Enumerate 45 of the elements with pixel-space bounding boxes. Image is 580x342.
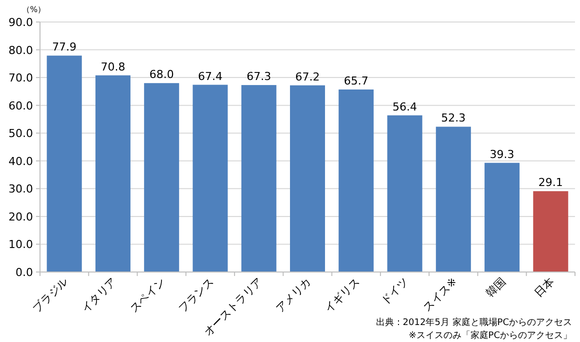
data-label: 65.7 bbox=[344, 74, 368, 88]
bar bbox=[387, 115, 422, 272]
data-label: 77.9 bbox=[52, 40, 77, 54]
source-note: 出典：2012年5月 家庭と職場PCからのアクセス bbox=[376, 317, 572, 328]
bar bbox=[436, 126, 471, 272]
x-tick-label: スペイン bbox=[127, 274, 168, 316]
data-label: 67.4 bbox=[198, 70, 222, 83]
x-tick-label: イギリス bbox=[322, 274, 362, 316]
bar bbox=[533, 191, 568, 272]
bar bbox=[484, 162, 520, 272]
x-tick-label: イタリア bbox=[78, 274, 120, 316]
bar bbox=[192, 84, 228, 272]
data-label: 29.1 bbox=[538, 176, 563, 190]
text: ※スイスのみ「家庭PCからのアクセス」 bbox=[408, 330, 572, 341]
bar bbox=[144, 83, 180, 272]
y-tick-label: 20.0 bbox=[8, 210, 33, 224]
data-label: 67.3 bbox=[246, 70, 272, 84]
y-tick-label: 10.0 bbox=[8, 238, 33, 252]
y-tick-label: 30.0 bbox=[8, 182, 33, 196]
x-tick-label: フランス bbox=[176, 274, 216, 316]
x-tick-label: 日本 bbox=[532, 274, 557, 300]
y-tick-label: 60.0 bbox=[8, 99, 33, 112]
bar bbox=[290, 85, 326, 272]
data-label: 67.2 bbox=[295, 70, 320, 84]
bar bbox=[241, 85, 276, 272]
x-tick-label: ブラジル bbox=[30, 274, 70, 316]
bar bbox=[46, 56, 82, 272]
y-tick-label: 50.0 bbox=[8, 127, 33, 140]
y-tick-label: 0.0 bbox=[16, 266, 33, 279]
x-tick-label: スイス※ bbox=[420, 274, 460, 314]
data-label: 56.4 bbox=[392, 100, 418, 114]
data-label: 39.3 bbox=[490, 148, 514, 161]
y-tick-label: 80.0 bbox=[8, 44, 33, 57]
y-tick-label: 40.0 bbox=[8, 154, 33, 168]
bar bbox=[95, 75, 130, 272]
y-tick-label: 70.0 bbox=[8, 72, 33, 85]
x-tick-label: 韓国 bbox=[483, 274, 508, 300]
bar bbox=[338, 90, 374, 272]
data-label: 68.0 bbox=[149, 68, 174, 82]
x-tick-label: アメリカ bbox=[273, 274, 314, 316]
data-label: 70.8 bbox=[100, 60, 126, 74]
y-axis-title: （%） bbox=[22, 5, 46, 14]
y-tick-label: 90.0 bbox=[8, 16, 33, 29]
x-tick-label: ドイツ bbox=[378, 274, 411, 308]
data-label: 52.3 bbox=[441, 112, 466, 125]
